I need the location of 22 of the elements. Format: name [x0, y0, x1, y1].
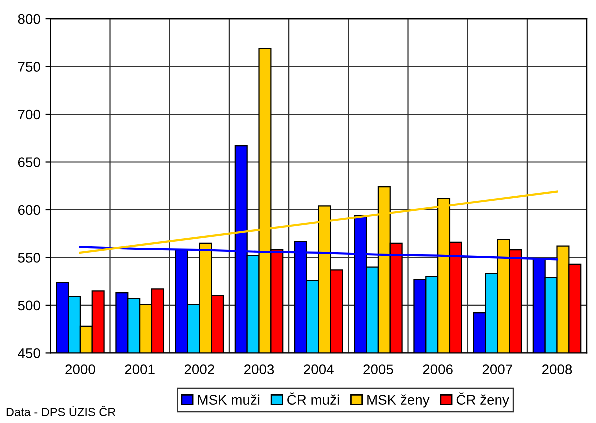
- x-tick-label: 2005: [364, 364, 394, 375]
- y-tick-label: 450: [18, 348, 40, 358]
- x-tick-label: 2004: [304, 364, 334, 375]
- legend-label: MSK muži: [198, 394, 260, 405]
- x-tick-label: 2006: [423, 364, 453, 375]
- x-tick-label: 2002: [184, 364, 214, 375]
- x-tick-label: 2003: [244, 364, 274, 375]
- legend-label: ČR ženy: [456, 392, 510, 408]
- x-tick-label: 2000: [66, 364, 96, 375]
- y-tick-label: 650: [18, 158, 40, 168]
- y-tick-label: 700: [18, 110, 40, 120]
- legend-label: MSK ženy: [368, 394, 430, 408]
- y-tick-label: 550: [18, 253, 40, 263]
- x-tick-label: 2007: [482, 364, 512, 375]
- y-tick-label: 600: [18, 205, 40, 216]
- y-tick-label: 800: [18, 14, 40, 24]
- x-tick-label: 2008: [542, 364, 572, 375]
- legend-label: ČR muži: [288, 392, 340, 405]
- y-tick-label: 750: [18, 62, 40, 72]
- text: Data - DPS ÚZIS ČR: [6, 406, 116, 416]
- y-tick-label: 500: [18, 300, 40, 311]
- x-tick-label: 2001: [125, 364, 155, 375]
